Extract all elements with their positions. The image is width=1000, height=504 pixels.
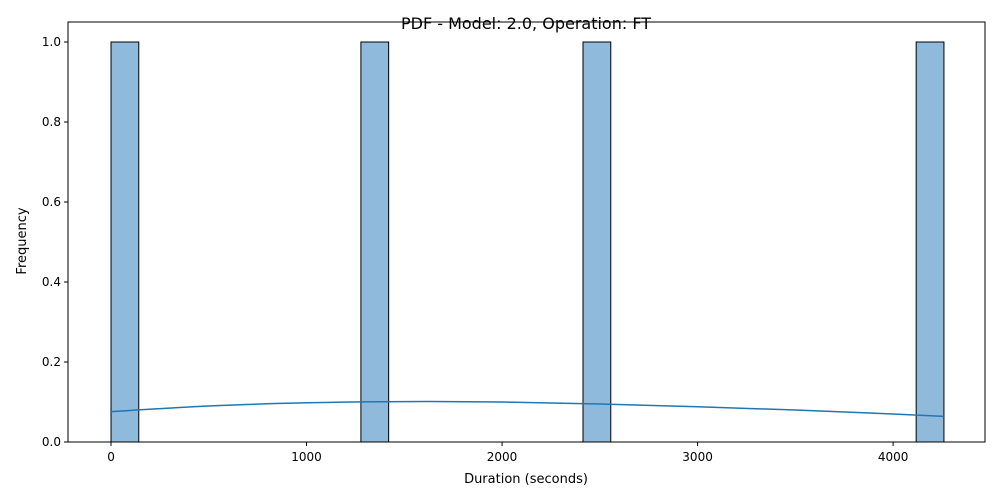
- histogram-bar-4: [915, 41, 945, 443]
- bars-layer: [110, 41, 945, 443]
- y-tick-label: 0.0: [42, 435, 61, 449]
- y-axis-label: Frequency: [15, 207, 30, 274]
- x-tick-label: 1000: [291, 450, 322, 464]
- y-axis-ticks: 0.0 0.2 0.4 0.6 0.8 1.0: [42, 35, 68, 449]
- histogram-bar-2: [360, 41, 390, 443]
- x-axis-label: Duration (seconds): [464, 472, 588, 487]
- y-tick-label: 0.2: [42, 355, 61, 369]
- y-tick-label: 1.0: [42, 35, 61, 49]
- x-tick-label: 2000: [487, 450, 518, 464]
- kde-layer: [110, 400, 944, 418]
- y-tick-label: 0.4: [42, 275, 61, 289]
- axes-frame: [67, 21, 986, 443]
- x-tick-label: 4000: [878, 450, 909, 464]
- y-tick-label: 0.6: [42, 195, 61, 209]
- kde-line: [110, 400, 944, 418]
- x-tick-label: 0: [107, 450, 115, 464]
- histogram-bar-3: [582, 41, 612, 443]
- histogram-bar-1: [110, 41, 140, 443]
- chart-title: PDF - Model: 2.0, Operation: FT: [401, 14, 651, 33]
- y-tick-label: 0.8: [42, 115, 61, 129]
- x-tick-label: 3000: [682, 450, 713, 464]
- x-axis-ticks: 0 1000 2000 3000 4000: [107, 442, 908, 464]
